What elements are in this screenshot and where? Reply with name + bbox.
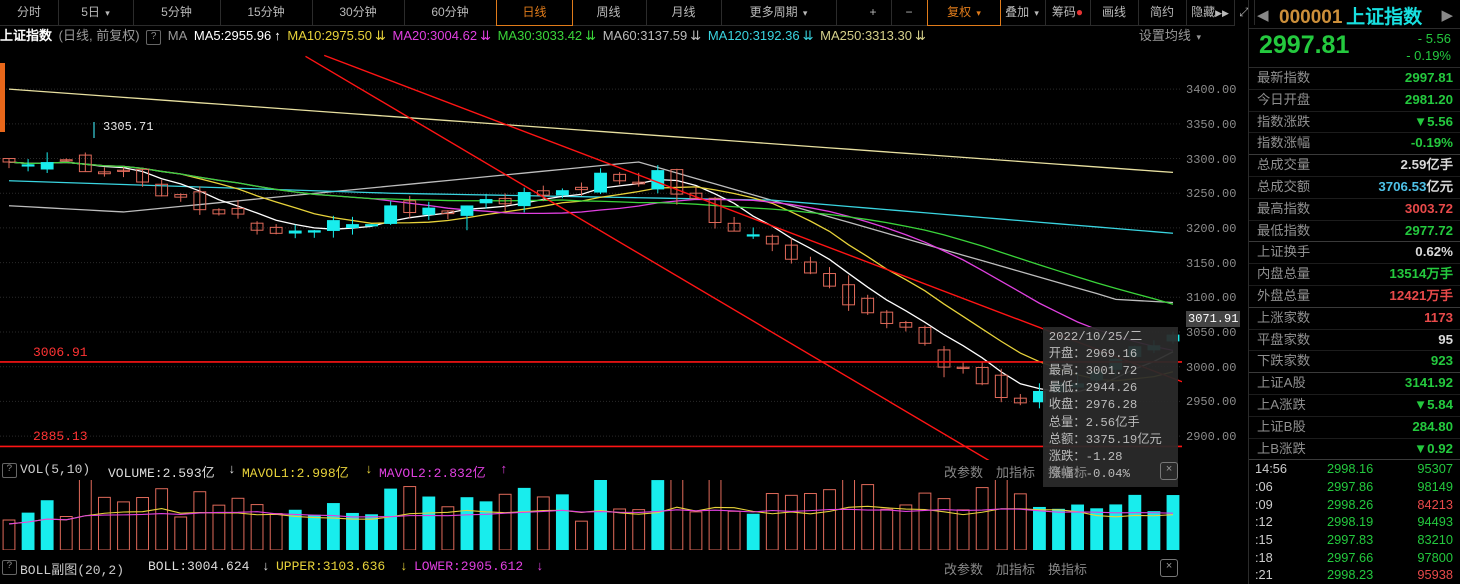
- svg-text:3305.71: 3305.71: [103, 120, 153, 134]
